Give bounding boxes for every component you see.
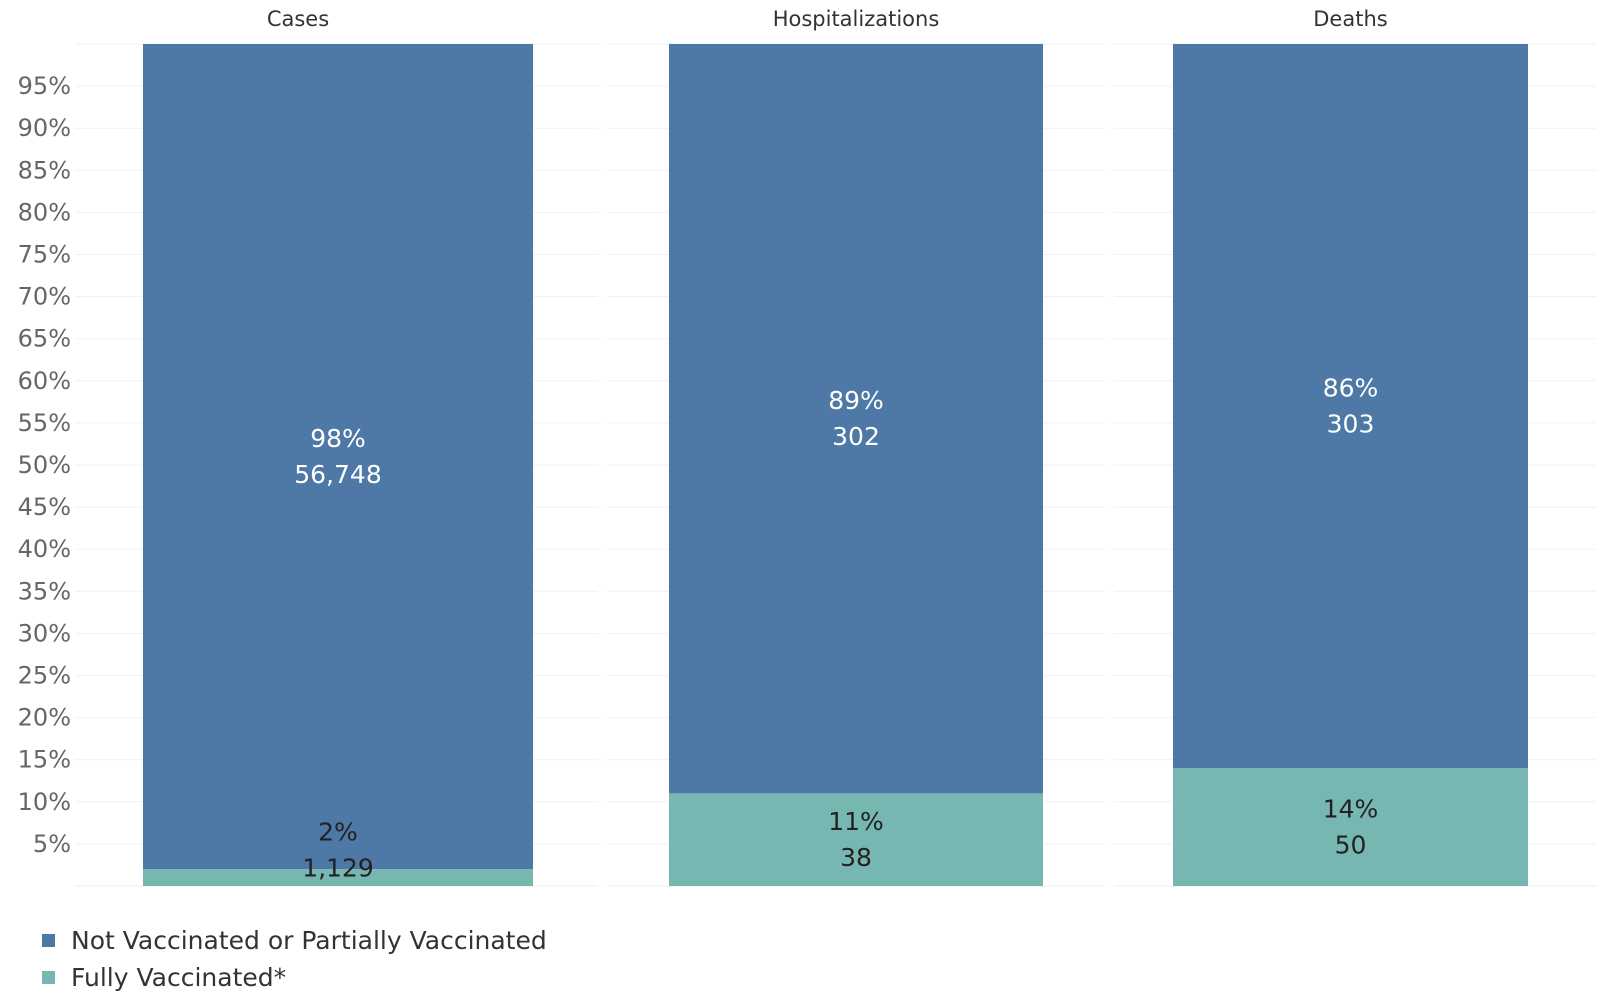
y-tick-label-45: 45% <box>18 493 71 521</box>
legend-swatch-fully-vaccinated <box>42 971 55 984</box>
legend-item-fully-vaccinated[interactable]: Fully Vaccinated* <box>42 959 547 996</box>
data-label-percent-cases-fully-vaccinated: 2% <box>318 818 358 847</box>
y-tick-label-95: 95% <box>18 72 71 100</box>
bar-segment-cases-not-vaccinated[interactable] <box>143 44 533 870</box>
stacked-bar-chart: 5% 10% 15% 20% 25% 30% 35% 40% 45% 50% 55% 60% 65% 70… <box>18 7 1596 887</box>
legend-label-fully-vaccinated: Fully Vaccinated* <box>71 963 287 992</box>
y-tick-label-85: 85% <box>18 156 71 184</box>
data-label-count-deaths-not-vaccinated: 303 <box>1327 410 1375 439</box>
y-tick-label-65: 65% <box>18 325 71 353</box>
legend: Not Vaccinated or Partially Vaccinated F… <box>42 922 547 996</box>
column-header-hospitalizations: Hospitalizations <box>773 7 940 31</box>
data-label-percent-hospitalizations-fully-vaccinated: 11% <box>828 807 884 836</box>
data-label-count-hospitalizations-not-vaccinated: 302 <box>832 422 880 451</box>
y-tick-label-25: 25% <box>18 662 71 690</box>
bar-segment-hospitalizations-not-vaccinated[interactable] <box>669 44 1043 794</box>
y-tick-label-15: 15% <box>18 746 71 774</box>
data-label-percent-cases-not-vaccinated: 98% <box>310 424 366 453</box>
data-label-count-cases-fully-vaccinated: 1,129 <box>302 854 374 883</box>
column-header-cases: Cases <box>267 7 329 31</box>
y-tick-label-70: 70% <box>18 283 71 311</box>
column-header-deaths: Deaths <box>1313 7 1387 31</box>
y-tick-label-40: 40% <box>18 535 71 563</box>
bar-segment-deaths-fully-vaccinated[interactable] <box>1173 768 1528 886</box>
legend-item-not-vaccinated[interactable]: Not Vaccinated or Partially Vaccinated <box>42 922 547 959</box>
data-label-count-deaths-fully-vaccinated: 50 <box>1335 831 1367 860</box>
data-label-percent-deaths-not-vaccinated: 86% <box>1323 374 1379 403</box>
y-tick-label-55: 55% <box>18 409 71 437</box>
y-tick-label-80: 80% <box>18 198 71 226</box>
y-tick-label-20: 20% <box>18 704 71 732</box>
y-tick-label-30: 30% <box>18 619 71 647</box>
y-tick-label-5: 5% <box>33 830 71 858</box>
legend-label-not-vaccinated: Not Vaccinated or Partially Vaccinated <box>71 926 547 955</box>
bar-segment-deaths-not-vaccinated[interactable] <box>1173 44 1528 769</box>
data-label-percent-hospitalizations-not-vaccinated: 89% <box>828 386 884 415</box>
y-tick-label-35: 35% <box>18 577 71 605</box>
y-tick-label-10: 10% <box>18 788 71 816</box>
y-tick-label-90: 90% <box>18 114 71 142</box>
bar-segment-hospitalizations-fully-vaccinated[interactable] <box>669 793 1043 886</box>
bar-segment-cases-fully-vaccinated[interactable] <box>143 869 533 886</box>
data-label-count-cases-not-vaccinated: 56,748 <box>294 460 381 489</box>
y-tick-label-75: 75% <box>18 241 71 269</box>
legend-swatch-not-vaccinated <box>42 934 55 947</box>
data-label-percent-deaths-fully-vaccinated: 14% <box>1323 795 1379 824</box>
y-tick-label-60: 60% <box>18 367 71 395</box>
y-tick-label-50: 50% <box>18 451 71 479</box>
data-label-count-hospitalizations-fully-vaccinated: 38 <box>840 843 872 872</box>
